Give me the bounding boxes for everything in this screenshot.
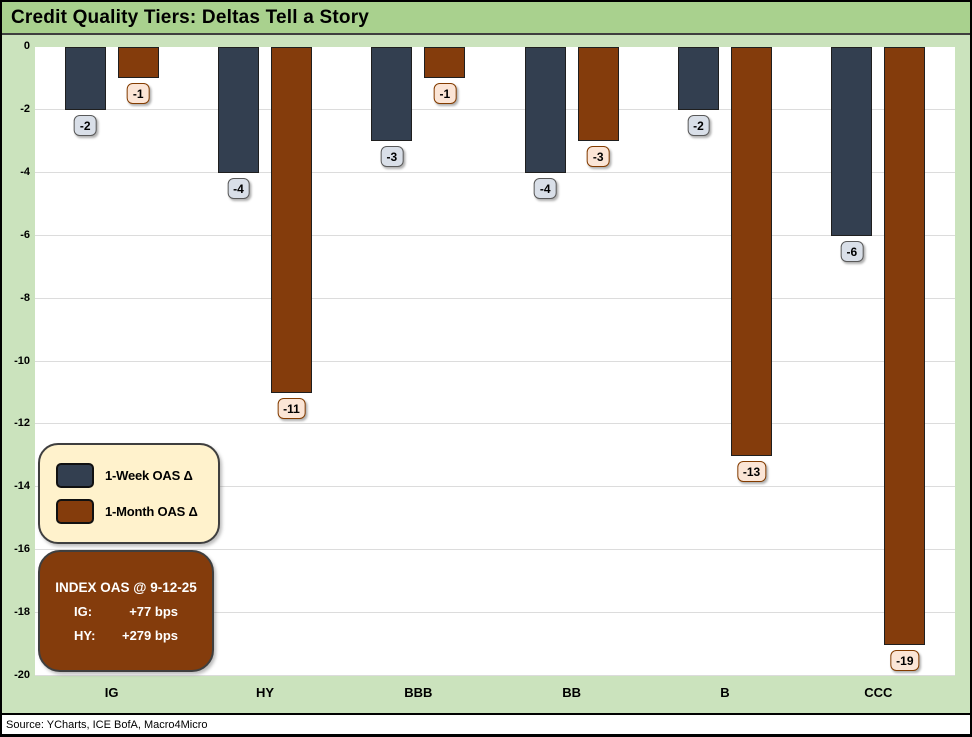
gridline: [35, 423, 955, 425]
chart-title-bar: Credit Quality Tiers: Deltas Tell a Stor…: [2, 2, 970, 35]
month-series-swatch: [56, 499, 94, 524]
legend-label: 1-Month OAS Δ: [105, 504, 198, 519]
annotation-value: +77 bps: [129, 603, 178, 619]
annotation-label: HY:: [74, 627, 96, 643]
y-axis-tick: -18: [14, 606, 30, 619]
x-axis-label: HY: [255, 685, 275, 700]
legend: 1-Week OAS Δ 1-Month OAS Δ: [38, 443, 220, 544]
bar: [64, 47, 106, 110]
bar-value-label: -1: [433, 83, 457, 105]
bar: [218, 47, 259, 173]
y-axis-tick: -8: [20, 291, 30, 304]
y-axis-tick: -20: [14, 669, 30, 681]
x-axis-label: CCC: [864, 685, 893, 700]
legend-item-week: 1-Week OAS Δ: [56, 463, 218, 488]
bar-value-label: -11: [277, 397, 306, 419]
legend-item-month: 1-Month OAS Δ: [56, 499, 218, 524]
annotation-title: INDEX OAS @ 9-12-25: [55, 579, 197, 595]
bar-value-label: -3: [586, 146, 610, 168]
annotation-row-ig: IG: +77 bps: [74, 604, 178, 619]
legend-label: 1-Week OAS Δ: [105, 468, 193, 483]
bar: [524, 47, 566, 173]
y-axis-tick: -14: [14, 480, 30, 493]
bar: [371, 47, 413, 142]
x-axis-label: IG: [104, 685, 119, 700]
y-axis-tick: -2: [20, 102, 30, 115]
gridline: [35, 108, 955, 110]
annotation-label: IG:: [74, 603, 93, 619]
x-axis-label: BB: [562, 685, 582, 700]
gridline: [35, 360, 955, 362]
annotation-value: +279 bps: [121, 627, 178, 643]
bar: [884, 47, 926, 645]
annotation-row-hy: HY: +279 bps: [74, 628, 178, 643]
y-axis-tick: -12: [14, 417, 30, 430]
gridline: [35, 297, 955, 299]
x-axis-label: B: [720, 685, 730, 700]
week-series-swatch: [56, 463, 94, 488]
bar-value-label: -2: [687, 114, 710, 136]
index-oas-annotation: INDEX OAS @ 9-12-25 IG: +77 bps HY: +279…: [38, 550, 214, 672]
x-axis-label: BBB: [404, 685, 433, 700]
bar-value-label: -3: [380, 146, 404, 168]
y-axis-tick: -4: [20, 165, 30, 178]
bar: [424, 47, 466, 79]
y-axis-tick: -16: [14, 543, 30, 556]
bar-value-label: -19: [890, 649, 920, 671]
bar: [678, 47, 719, 110]
gridline: [35, 675, 955, 676]
gridline: [35, 612, 955, 614]
bar: [117, 47, 159, 79]
bar-value-label: -4: [533, 177, 557, 199]
bar: [271, 47, 312, 393]
source-text: Source: YCharts, ICE BofA, Macro4Micro: [6, 718, 208, 731]
y-axis-tick: -6: [20, 228, 30, 241]
chart-area: -2 -1 -4 -11 -3 -1 -4 -3 -2 -13 -6 -19 1-Week OAS Δ…: [2, 35, 970, 713]
gridline: [35, 486, 955, 488]
chart-title: Credit Quality Tiers: Deltas Tell a Stor…: [11, 6, 370, 28]
bar: [731, 47, 772, 456]
gridline: [35, 234, 955, 236]
bar-value-label: -2: [73, 114, 97, 136]
bar-value-label: -4: [227, 177, 250, 199]
y-axis-tick: -10: [14, 354, 30, 367]
bar: [831, 47, 873, 236]
source-bar: Source: YCharts, ICE BofA, Macro4Micro: [2, 713, 970, 734]
gridline: [35, 171, 955, 173]
bar-value-label: -6: [840, 240, 864, 262]
gridline: [35, 549, 955, 551]
bar-value-label: -1: [126, 83, 150, 105]
bar: [577, 47, 619, 142]
y-axis-tick: 0: [23, 40, 30, 52]
bar-value-label: -13: [736, 460, 767, 482]
